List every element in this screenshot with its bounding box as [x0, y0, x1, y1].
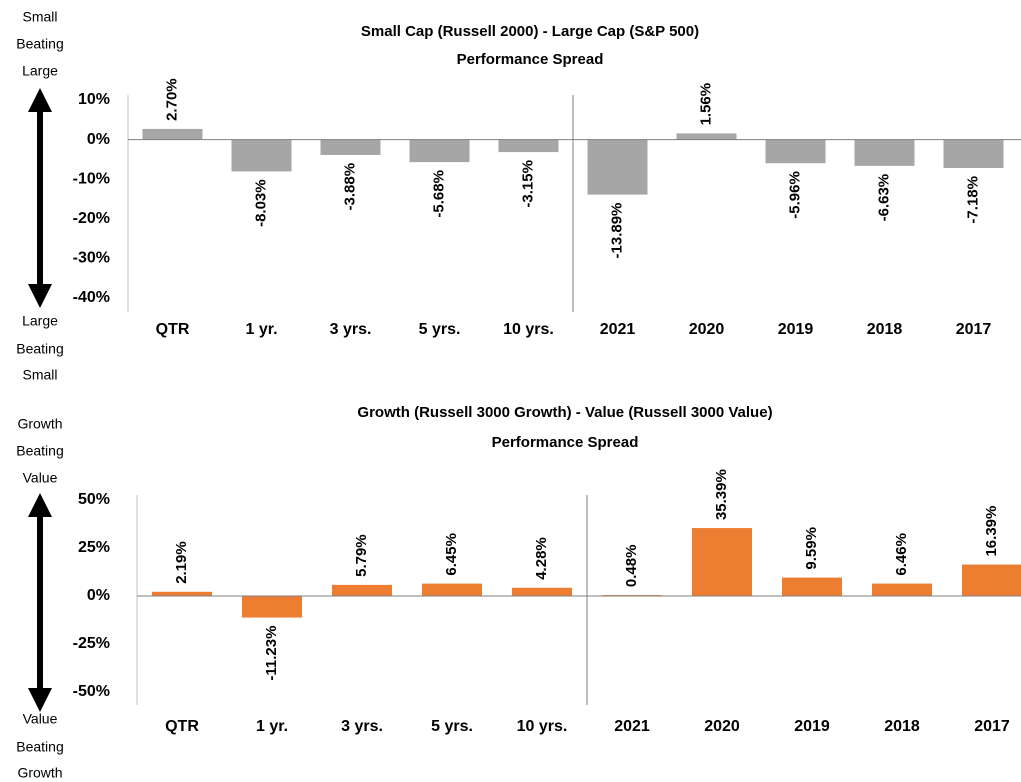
value-label: 2.19% [173, 541, 190, 584]
bar [242, 596, 302, 618]
y-tick-label: -30% [73, 250, 110, 267]
value-label: 35.39% [713, 469, 730, 520]
value-label: 0.48% [623, 545, 640, 588]
x-tick-label: 2021 [600, 321, 636, 338]
y-tick-label: 25% [78, 539, 110, 556]
value-label: -3.15% [519, 160, 536, 208]
x-tick-label: 1 yr. [245, 321, 277, 338]
bar [872, 583, 932, 596]
side-note: Growth [17, 765, 62, 781]
side-note: Beating [16, 443, 63, 459]
x-tick-label: 3 yrs. [330, 321, 372, 338]
value-label: 5.79% [353, 534, 370, 577]
value-label: 4.28% [533, 537, 550, 580]
x-tick-label: 2018 [884, 718, 920, 735]
value-label: 6.46% [893, 533, 910, 576]
x-tick-label: 1 yr. [256, 718, 288, 735]
bar [962, 564, 1021, 596]
value-label: 9.59% [803, 527, 820, 570]
value-label: -7.18% [964, 176, 981, 224]
bar [152, 591, 212, 596]
side-note: Beating [16, 739, 63, 755]
bar [422, 583, 482, 596]
x-tick-label: 2020 [689, 321, 725, 338]
x-tick-label: 5 yrs. [431, 718, 473, 735]
chart-subtitle: Performance Spread [457, 51, 604, 68]
value-label: -8.03% [252, 179, 269, 227]
chart-title: Growth (Russell 3000 Growth) - Value (Ru… [357, 404, 772, 421]
value-label: -13.89% [608, 203, 625, 259]
x-tick-label: 3 yrs. [341, 718, 383, 735]
y-tick-label: 10% [78, 91, 110, 108]
value-label: -6.63% [875, 174, 892, 222]
bar [231, 139, 292, 172]
x-tick-label: 2017 [974, 718, 1010, 735]
x-tick-label: QTR [165, 718, 199, 735]
y-tick-label: -40% [73, 289, 110, 306]
x-tick-label: 10 yrs. [517, 718, 568, 735]
value-label: 16.39% [983, 506, 1000, 557]
x-tick-label: QTR [156, 321, 190, 338]
bar [782, 577, 842, 596]
bar [142, 128, 203, 140]
y-tick-label: 50% [78, 491, 110, 508]
bar [320, 139, 381, 155]
side-note: Value [23, 711, 58, 727]
y-tick-label: -50% [73, 683, 110, 700]
side-note: Growth [17, 416, 62, 432]
bar [512, 587, 572, 596]
value-label: -3.88% [341, 163, 358, 211]
side-note: Small [22, 367, 57, 383]
value-label: 6.45% [443, 533, 460, 576]
y-tick-label: -20% [73, 210, 110, 227]
bar [332, 584, 392, 596]
side-note: Value [23, 470, 58, 486]
bar [765, 139, 826, 164]
y-tick-label: -10% [73, 170, 110, 187]
side-note: Small [22, 9, 57, 25]
side-note: Large [22, 313, 58, 329]
bar [409, 139, 470, 163]
bar [587, 139, 648, 195]
value-label: -11.23% [263, 626, 280, 681]
bar [943, 139, 1004, 169]
value-label: -5.68% [430, 170, 447, 218]
bar [692, 528, 752, 596]
x-tick-label: 2018 [867, 321, 903, 338]
bar [676, 133, 737, 140]
chart-subtitle: Performance Spread [492, 434, 639, 451]
bar [498, 139, 559, 153]
side-note: Large [22, 63, 58, 79]
y-tick-label: 0% [87, 131, 110, 148]
value-label: 1.56% [697, 83, 714, 126]
x-tick-label: 2019 [778, 321, 814, 338]
value-label: 2.70% [163, 78, 180, 121]
x-tick-label: 2021 [614, 718, 650, 735]
value-label: -5.96% [786, 171, 803, 219]
y-tick-label: -25% [73, 635, 110, 652]
y-tick-label: 0% [87, 587, 110, 604]
x-tick-label: 5 yrs. [419, 321, 461, 338]
x-tick-label: 2019 [794, 718, 830, 735]
x-tick-label: 2017 [956, 321, 992, 338]
x-tick-label: 2020 [704, 718, 740, 735]
x-tick-label: 10 yrs. [503, 321, 554, 338]
bar [854, 139, 915, 166]
side-note: Beating [16, 36, 63, 52]
chart-title: Small Cap (Russell 2000) - Large Cap (S&… [361, 23, 699, 40]
side-note: Beating [16, 341, 63, 357]
